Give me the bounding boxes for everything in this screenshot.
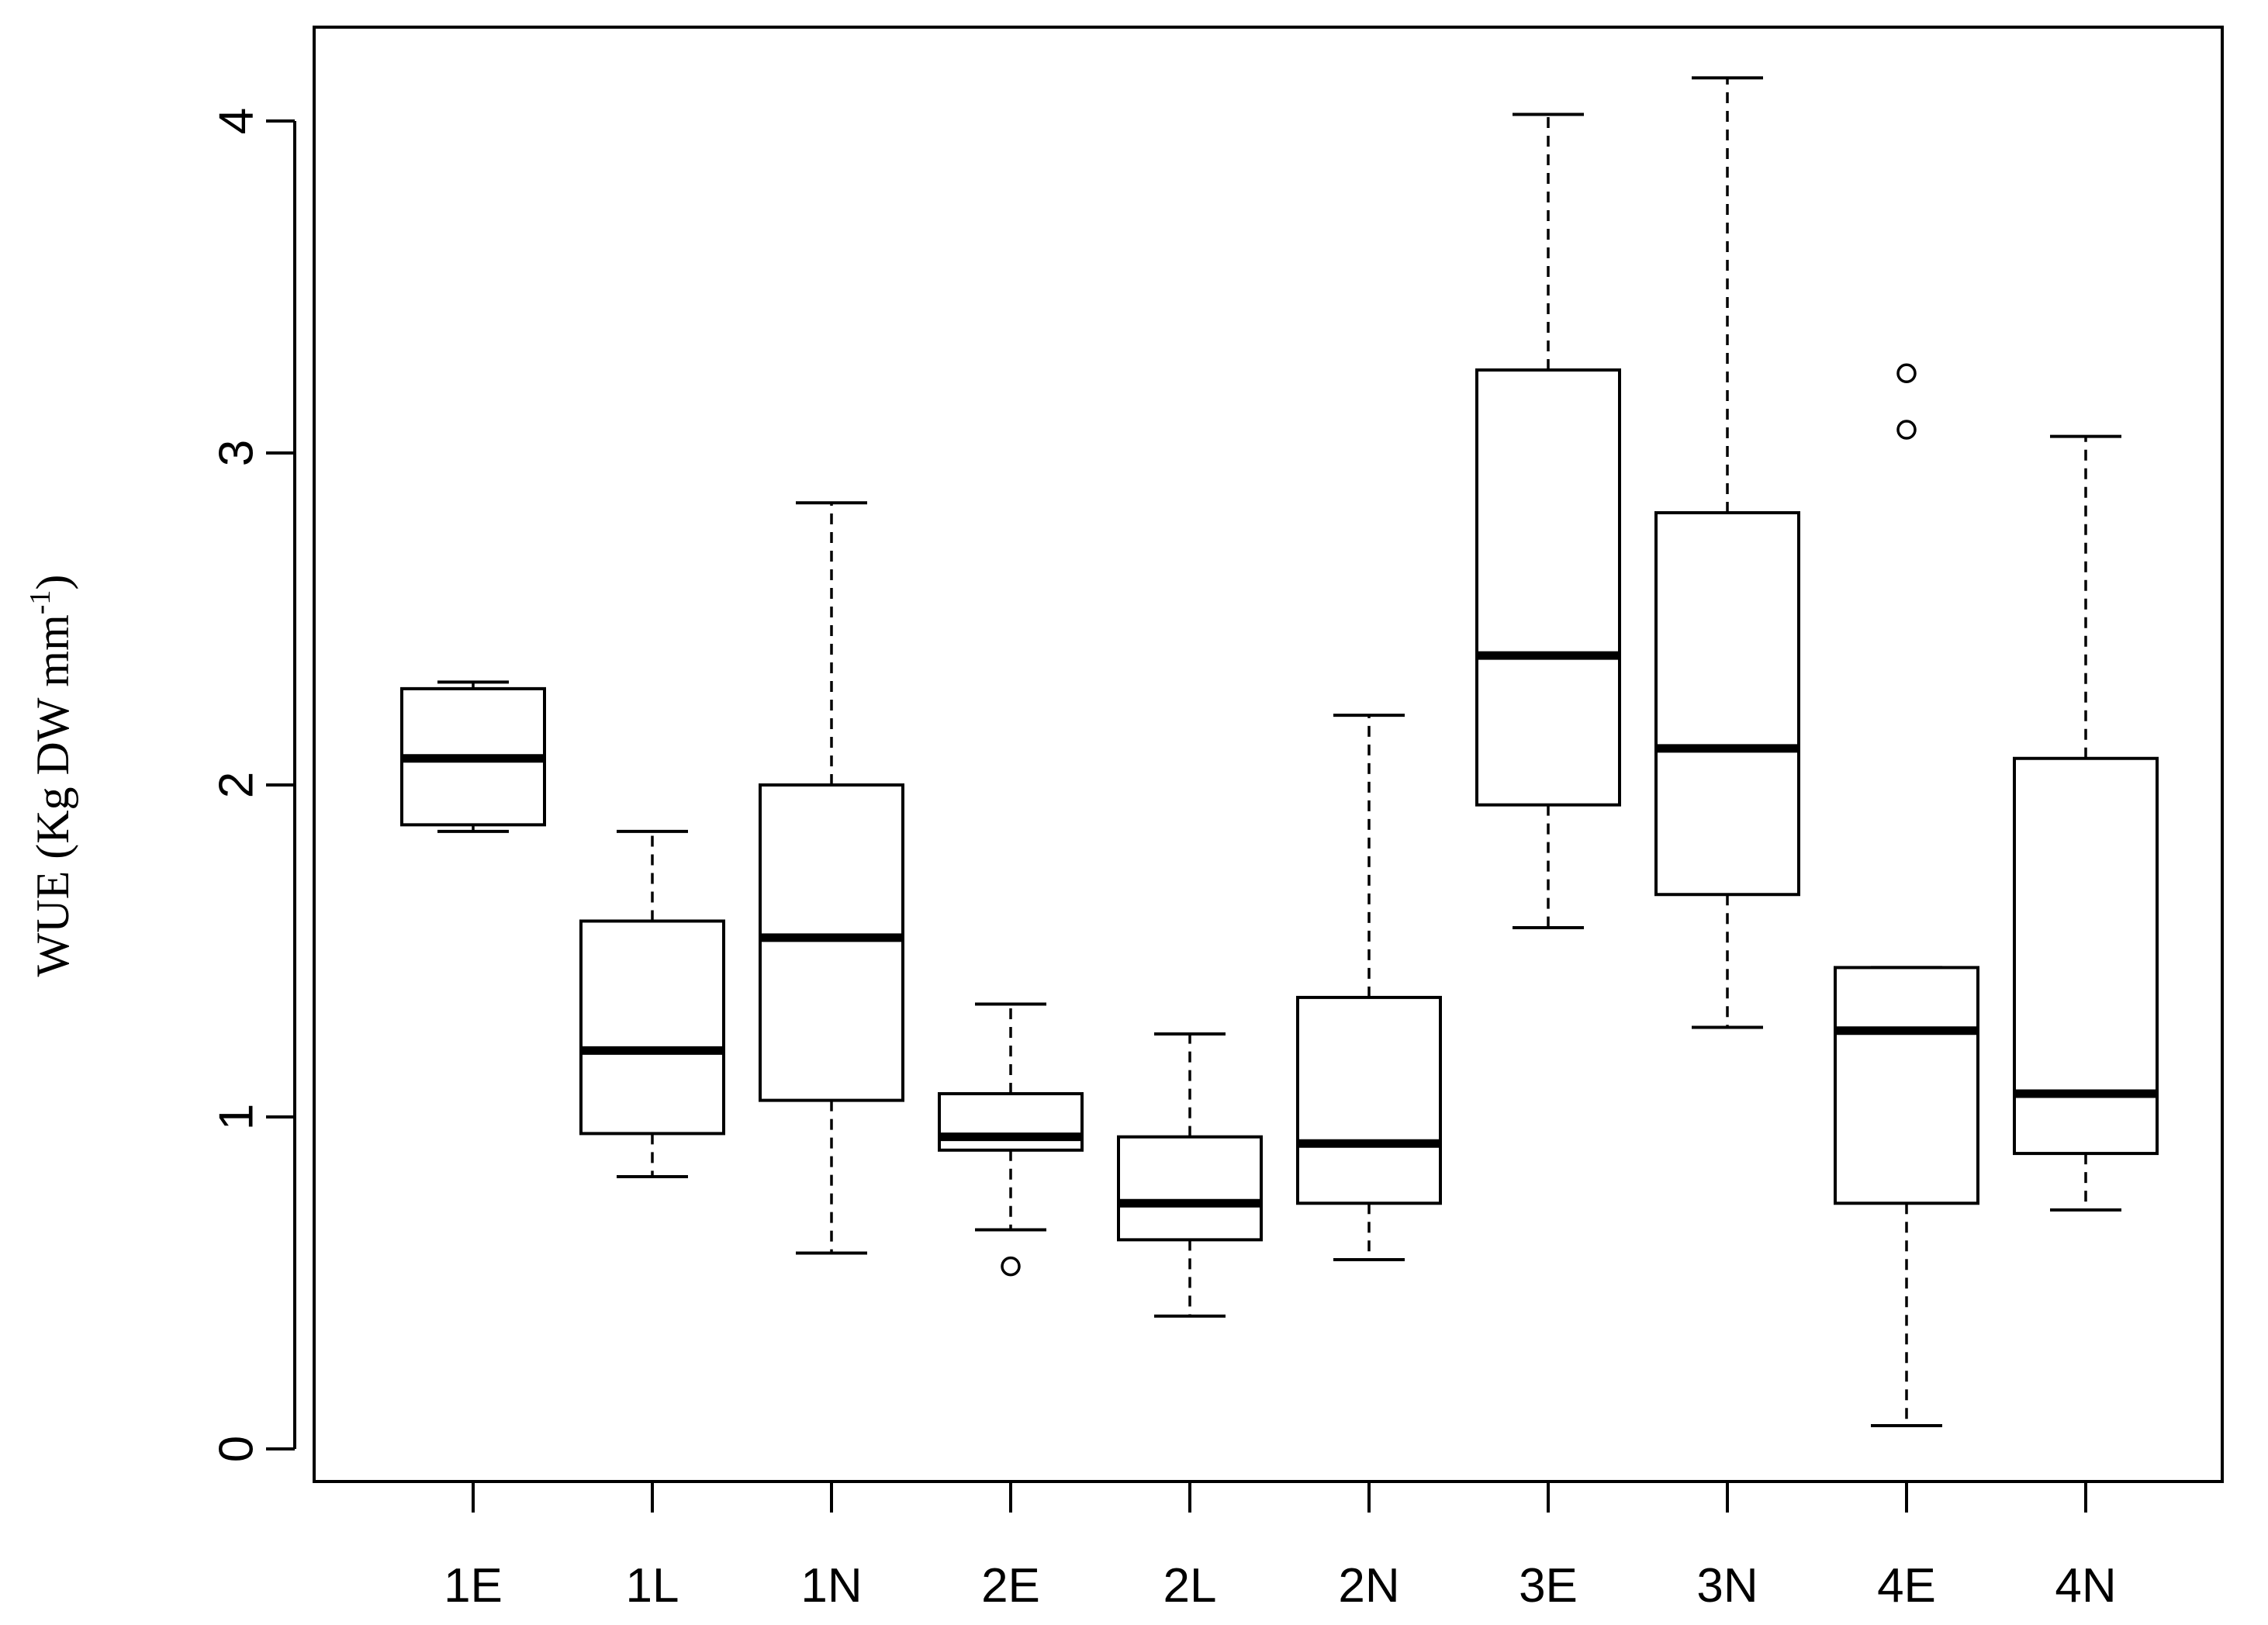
- box-1L: [579, 829, 725, 1179]
- x-tick-label: 4N: [2055, 1559, 2116, 1613]
- x-tick-label: 2L: [1163, 1559, 1217, 1613]
- x-tick-label: 3E: [1519, 1559, 1578, 1613]
- outlier-point: [1896, 420, 1917, 440]
- y-tick-label: 1: [210, 1104, 264, 1130]
- y-axis: 0 1 2 3 4: [210, 108, 296, 1462]
- box-2N: [1296, 714, 1442, 1262]
- y-axis-label: WUE (Kg DW mm-1): [24, 575, 78, 977]
- box-2E: [938, 1002, 1084, 1277]
- x-tick-label: 3N: [1696, 1559, 1758, 1613]
- box-4E: [1834, 363, 1979, 1428]
- x-tick-label: 1L: [626, 1559, 679, 1613]
- box-1N: [759, 501, 904, 1255]
- box-iqr: [1296, 995, 1442, 1205]
- x-tick-label: 4E: [1877, 1559, 1936, 1613]
- y-tick-label: 3: [210, 440, 264, 466]
- box-3E: [1475, 112, 1621, 930]
- box-iqr: [759, 783, 904, 1102]
- x-tick-label: 2N: [1338, 1559, 1399, 1613]
- box-iqr: [579, 919, 725, 1136]
- y-axis-label-main: WUE (Kg DW mm: [27, 614, 78, 977]
- box-iqr: [2013, 756, 2159, 1156]
- box-4N: [2013, 434, 2159, 1212]
- box-iqr: [1475, 368, 1621, 807]
- x-tick-label: 1E: [444, 1559, 503, 1613]
- box-2L: [1117, 1032, 1263, 1318]
- plot-frame: [313, 26, 2224, 1483]
- box-3N: [1654, 76, 1800, 1029]
- box-iqr: [1654, 511, 1800, 897]
- y-tick-label: 4: [210, 108, 264, 134]
- x-axis: 1E 1L 1N 2E 2L 2N 3E 3N 4E 4N: [444, 1480, 2117, 1613]
- outlier-point: [1896, 363, 1917, 384]
- y-axis-label-superscript: -1: [24, 590, 57, 615]
- box-iqr: [938, 1092, 1084, 1152]
- outlier-point: [1001, 1256, 1021, 1277]
- x-tick-label: 1N: [800, 1559, 862, 1613]
- box-1E: [400, 680, 546, 833]
- y-axis-label-close: ): [27, 575, 78, 590]
- box-iqr: [1834, 966, 1979, 1205]
- box-iqr: [1117, 1135, 1263, 1242]
- x-tick-label: 2E: [981, 1559, 1040, 1613]
- y-tick-label: 0: [210, 1436, 264, 1462]
- y-tick-label: 2: [210, 772, 264, 798]
- box-series: [400, 76, 2159, 1428]
